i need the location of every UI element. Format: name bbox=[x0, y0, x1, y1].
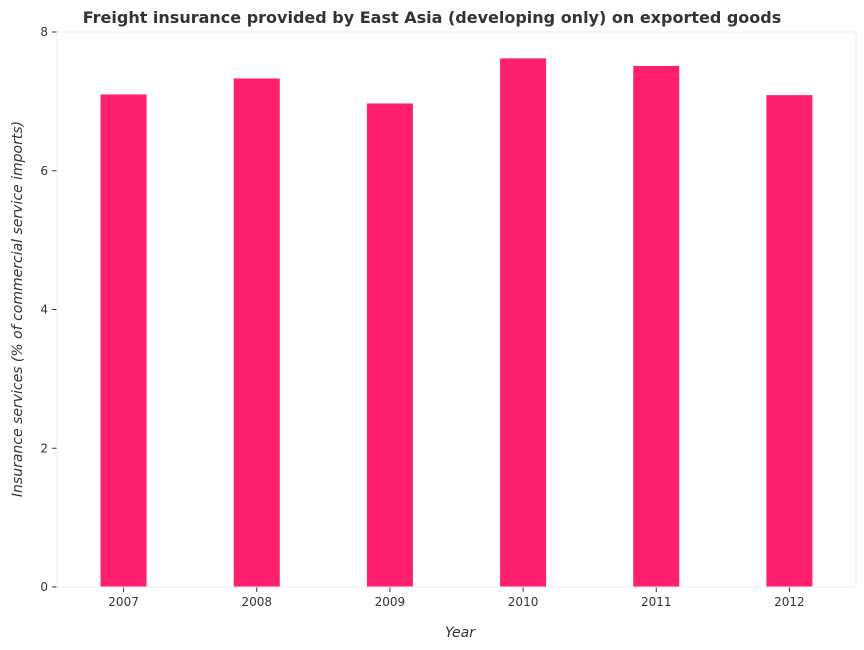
x-tick-label-2011: 2011 bbox=[641, 595, 672, 609]
plot-frame bbox=[56, 31, 857, 588]
y-tick-label-6: 6 bbox=[40, 164, 48, 178]
bar-2008 bbox=[233, 78, 280, 587]
x-tick-label-2007: 2007 bbox=[108, 595, 139, 609]
y-axis-label: Insurance services (% of commercial serv… bbox=[10, 121, 26, 497]
bar-2010 bbox=[500, 58, 547, 588]
bar-2012 bbox=[766, 95, 813, 587]
bar-2009 bbox=[366, 103, 413, 588]
x-tick-label-2012: 2012 bbox=[774, 595, 805, 609]
x-tick-label-2009: 2009 bbox=[375, 595, 406, 609]
y-tick-label-4: 4 bbox=[40, 303, 48, 317]
bars-group bbox=[100, 58, 813, 588]
x-axis-label: Year bbox=[445, 625, 476, 641]
x-axis: 2007 2008 2009 2010 2011 2012 bbox=[57, 586, 856, 609]
y-tick-label-2: 2 bbox=[40, 441, 48, 455]
y-tick-label-0: 0 bbox=[40, 580, 48, 594]
x-tick-label-2008: 2008 bbox=[241, 595, 272, 609]
bar-2011 bbox=[633, 65, 680, 587]
chart-title: Freight insurance provided by East Asia … bbox=[82, 8, 782, 27]
y-axis: 0 2 4 6 8 bbox=[40, 25, 58, 594]
bar-2007 bbox=[100, 94, 147, 587]
x-tick-label-2010: 2010 bbox=[508, 595, 539, 609]
y-tick-label-8: 8 bbox=[40, 25, 48, 39]
